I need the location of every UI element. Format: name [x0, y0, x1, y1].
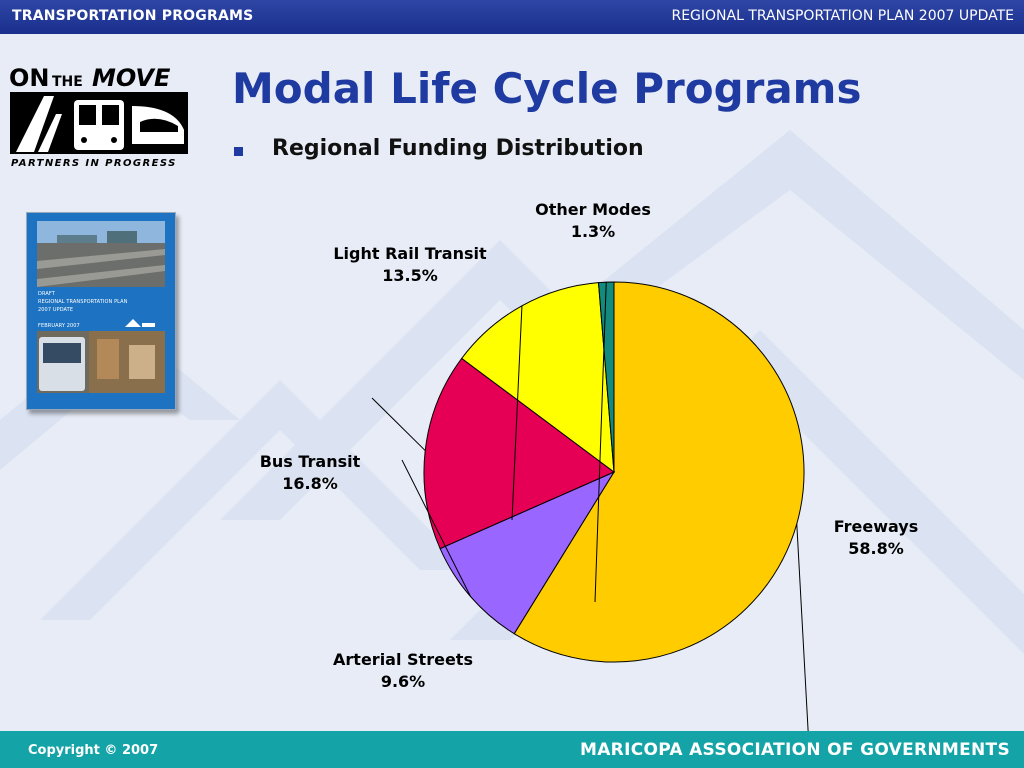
leader-line [401, 459, 472, 597]
pie-slices [423, 281, 805, 663]
transit-photo [37, 331, 165, 393]
road-icon [16, 96, 62, 152]
pie-label-value: 16.8% [282, 474, 338, 493]
bus-icon [74, 100, 124, 150]
pie-label-value: 1.3% [571, 222, 615, 241]
logo-word-on: ON [9, 64, 50, 92]
pie-label-value: 9.6% [381, 672, 425, 691]
logo-word-the: THE [52, 74, 83, 90]
header-bar: TRANSPORTATION PROGRAMS REGIONAL TRANSPO… [0, 0, 1024, 34]
pie-label-name: Arterial Streets [333, 650, 473, 669]
header-plan-title: REGIONAL TRANSPORTATION PLAN 2007 UPDATE [671, 8, 1014, 24]
leader-line [511, 305, 523, 521]
pie-label-value: 13.5% [382, 266, 438, 285]
pie-label-name: Freeways [834, 517, 919, 536]
bullet-text: Regional Funding Distribution [272, 136, 644, 161]
bullet-marker [234, 147, 243, 156]
copyright-text: Copyright © 2007 [28, 743, 159, 758]
cover-line-3: 2007 UPDATE [38, 307, 74, 313]
pie-label-value: 58.8% [848, 539, 904, 558]
logo-word-move: MOVE [92, 64, 171, 92]
report-cover-image: DRAFT REGIONAL TRANSPORTATION PLAN 2007 … [26, 212, 176, 410]
page-title: Modal Life Cycle Programs [232, 64, 862, 113]
pie-slice-other-modes [597, 281, 615, 473]
cover-mag-logo-icon [125, 319, 155, 327]
on-the-move-logo: ON THE MOVE PARTNERS IN PROGRESS [9, 64, 188, 169]
cover-line-2: REGIONAL TRANSPORTATION PLAN [38, 299, 128, 305]
pie-label-name: Light Rail Transit [333, 244, 487, 263]
train-icon [132, 106, 184, 144]
header-section-title: TRANSPORTATION PROGRAMS [12, 8, 254, 24]
pie-label-name: Bus Transit [260, 452, 361, 471]
pie-labels: Freeways 58.8% Arterial Streets 9.6% Bus Tra… [260, 200, 919, 691]
cover-line-5: FEBRUARY 2007 [38, 323, 80, 329]
leader-line [594, 282, 607, 603]
pie-slice-freeways [513, 281, 805, 663]
pie-label-name: Other Modes [535, 200, 651, 219]
logo-tagline: PARTNERS IN PROGRESS [11, 158, 177, 169]
cover-line-1: DRAFT [38, 291, 55, 297]
freeway-photo [37, 221, 165, 287]
leader-line [371, 397, 426, 451]
organization-name: MARICOPA ASSOCIATION OF GOVERNMENTS [580, 740, 1010, 760]
footer-bar: Copyright © 2007 MARICOPA ASSOCIATION OF… [0, 731, 1024, 768]
